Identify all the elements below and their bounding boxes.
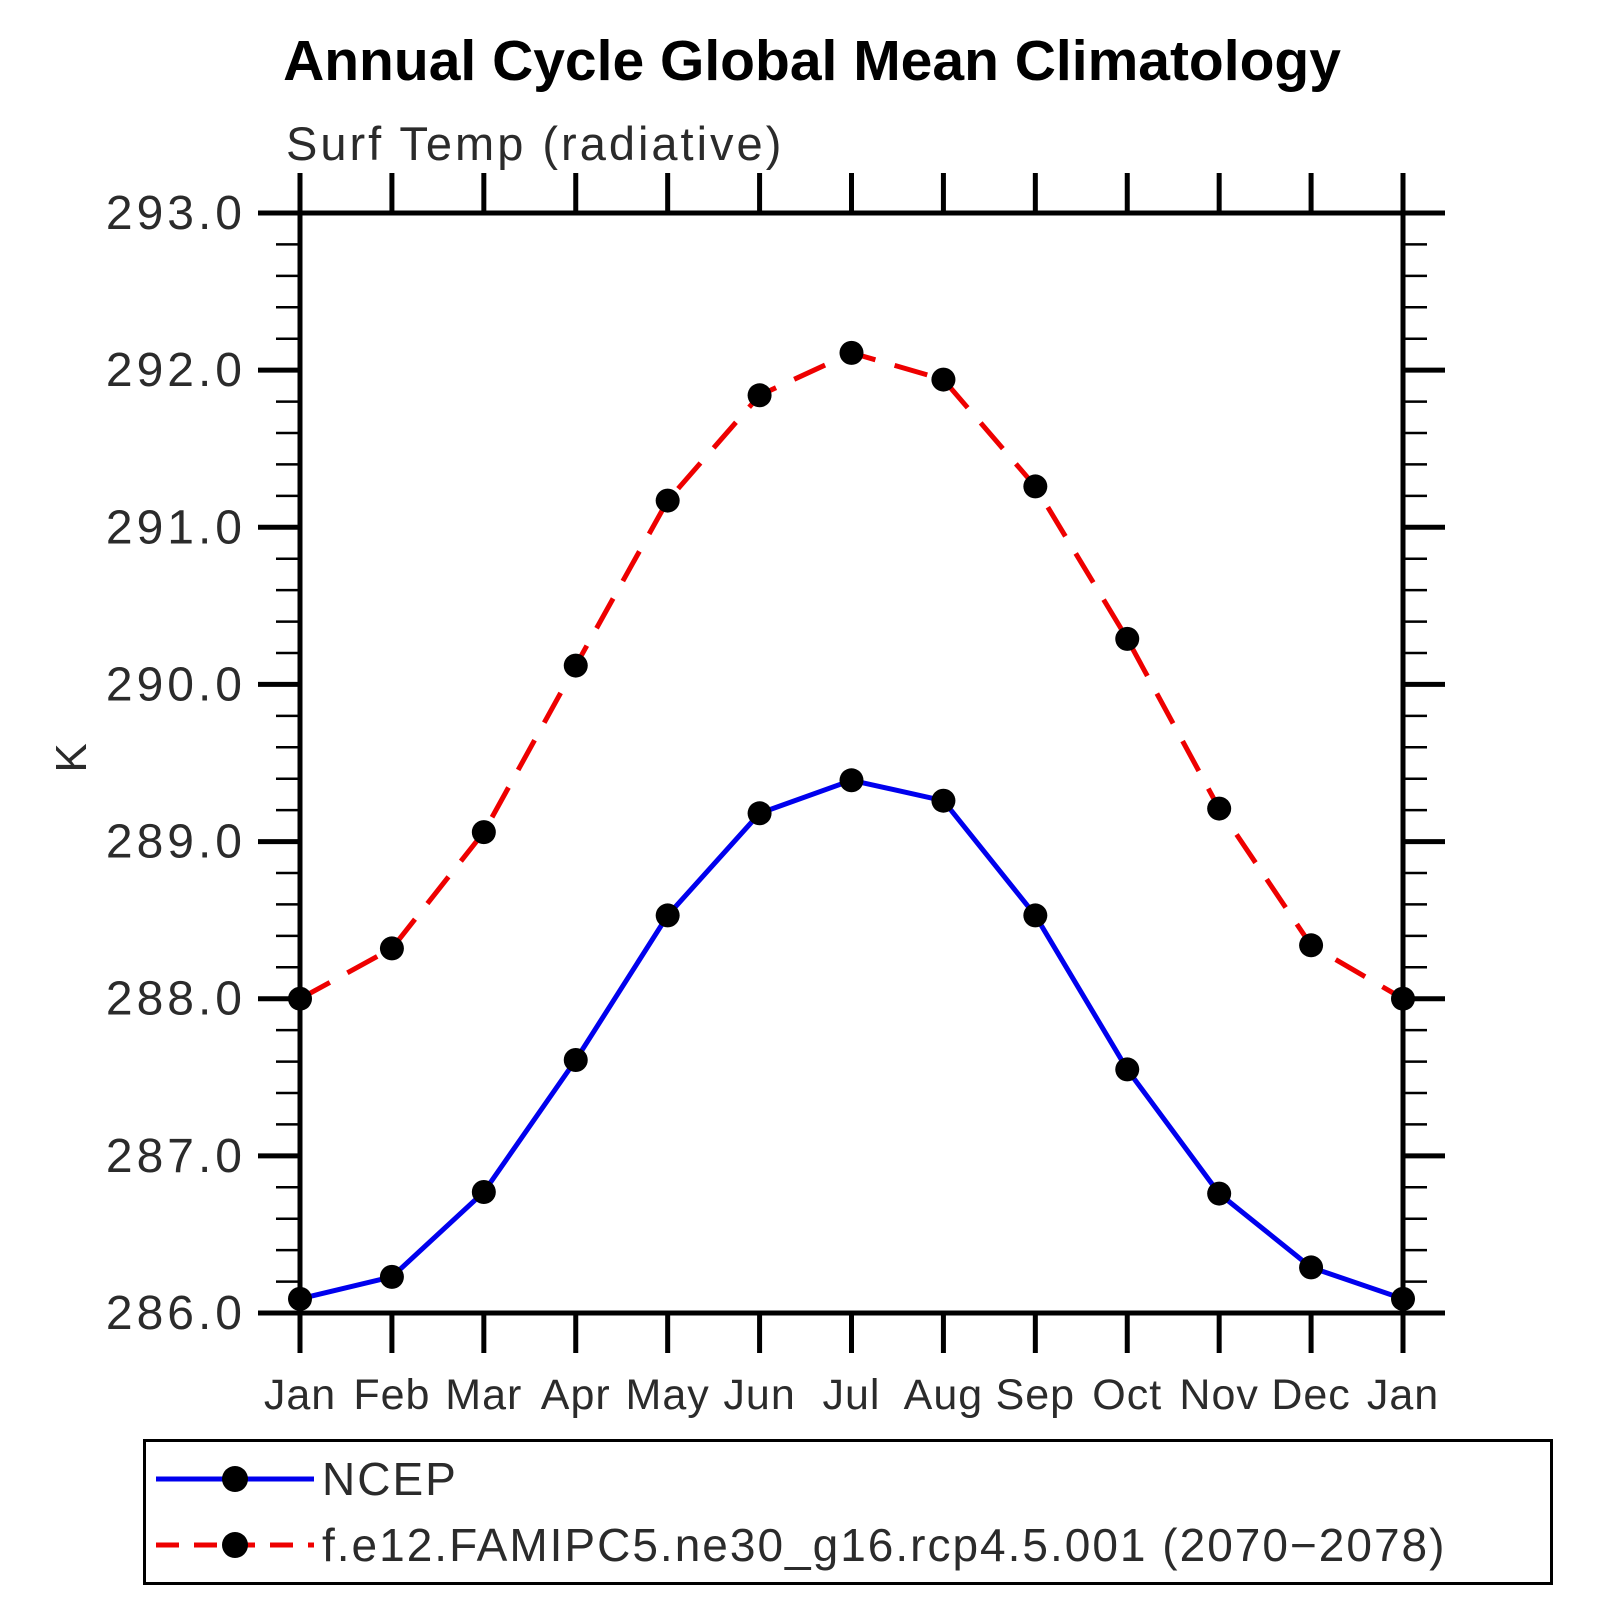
legend-marker-dot — [222, 1466, 248, 1492]
data-point-marker — [747, 383, 772, 408]
data-point-marker — [288, 1286, 312, 1311]
y-tick-label: 290.0 — [106, 658, 246, 711]
data-point-marker — [1299, 1255, 1324, 1280]
data-point-marker — [931, 367, 956, 392]
legend-box: NCEP f.e12.FAMIPC5.ne30_g16.rcp4.5.001 (… — [143, 1439, 1553, 1585]
data-point-marker — [563, 653, 588, 678]
y-tick-label: 287.0 — [106, 1130, 246, 1183]
data-point-marker — [1299, 933, 1324, 958]
legend-item-model: f.e12.FAMIPC5.ne30_g16.rcp4.5.001 (2070−… — [152, 1516, 1550, 1574]
chart-subtitle: Surf Temp (radiative) — [286, 117, 785, 170]
x-tick-label: Jan — [1367, 1371, 1439, 1419]
data-point-marker — [931, 788, 956, 813]
x-tick-label: Dec — [1271, 1371, 1350, 1419]
data-point-marker — [655, 903, 680, 928]
legend-sample-dashed-line — [156, 1532, 314, 1558]
y-tick-label: 286.0 — [106, 1287, 246, 1340]
data-point-marker — [1207, 796, 1232, 821]
data-point-marker — [563, 1048, 588, 1072]
data-point-marker — [655, 488, 680, 513]
y-tick-label: 292.0 — [106, 344, 246, 397]
data-point-marker — [379, 936, 404, 961]
data-point-marker — [839, 768, 864, 793]
x-tick-label: Sep — [996, 1371, 1076, 1419]
x-tick-label: Mar — [445, 1371, 522, 1419]
chart-title: Annual Cycle Global Mean Climatology — [283, 29, 1341, 93]
legend-label-ncep: NCEP — [322, 1453, 458, 1505]
data-point-marker — [379, 1264, 404, 1289]
series-line-dashed — [298, 350, 1405, 1001]
data-point-marker — [1115, 1057, 1140, 1082]
y-tick-label: 288.0 — [106, 973, 246, 1026]
x-tick-label: Jul — [823, 1371, 881, 1419]
legend-item-ncep: NCEP — [152, 1450, 1550, 1508]
data-point-marker — [839, 340, 864, 365]
plot-frame — [297, 210, 1406, 1316]
x-tick-label: May — [626, 1371, 710, 1419]
data-point-marker — [471, 1180, 496, 1204]
data-point-marker — [1391, 986, 1415, 1011]
y-tick-label: 291.0 — [106, 501, 246, 554]
x-tick-label: Apr — [541, 1371, 611, 1419]
y-tick-label: 289.0 — [106, 816, 246, 869]
x-tick-label: Nov — [1179, 1371, 1258, 1419]
data-point-marker — [1023, 903, 1048, 928]
data-point-marker — [747, 801, 772, 826]
x-tick-label: Jun — [723, 1371, 795, 1419]
data-point-marker — [1391, 1286, 1415, 1311]
data-point-marker — [1023, 474, 1048, 499]
data-point-marker — [1207, 1181, 1232, 1206]
x-tick-label: Oct — [1092, 1371, 1162, 1419]
legend-marker-dot — [222, 1532, 248, 1558]
y-tick-label: 293.0 — [106, 187, 246, 240]
data-point-marker — [288, 986, 312, 1011]
legend-sample-solid-line — [156, 1466, 314, 1492]
x-tick-label: Feb — [353, 1371, 430, 1419]
x-tick-label: Jan — [264, 1371, 336, 1419]
data-point-marker — [1115, 626, 1140, 651]
data-point-marker — [471, 820, 496, 845]
x-tick-label: Aug — [904, 1371, 984, 1419]
legend-label-model: f.e12.FAMIPC5.ne30_g16.rcp4.5.001 (2070−… — [322, 1519, 1447, 1571]
